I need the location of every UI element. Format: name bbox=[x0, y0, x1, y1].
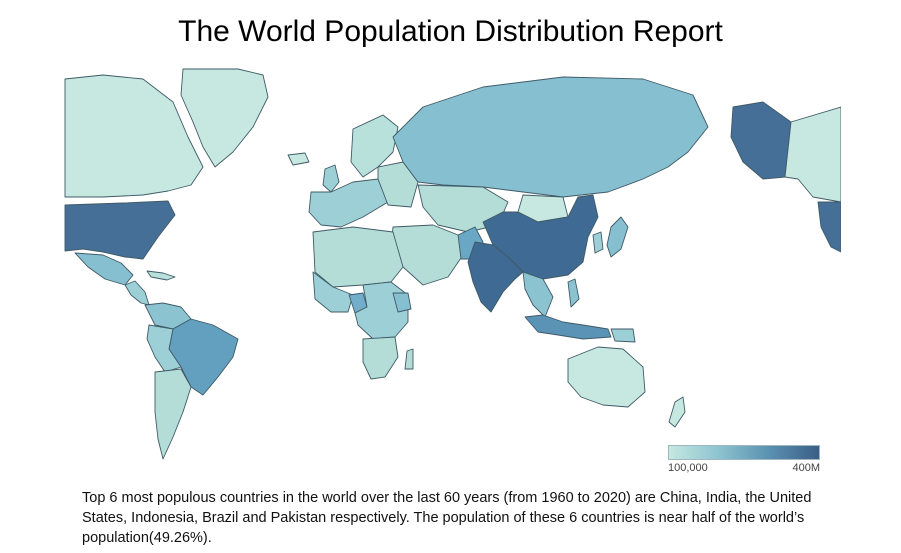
region-southern-cone[interactable] bbox=[154, 368, 192, 460]
region-central-america[interactable] bbox=[124, 280, 150, 306]
country-iceland[interactable] bbox=[287, 152, 310, 166]
page-title: The World Population Distribution Report bbox=[178, 15, 723, 48]
country-papua-new-guinea[interactable] bbox=[610, 328, 636, 343]
region-middle-east[interactable] bbox=[390, 224, 464, 286]
country-indonesia[interactable] bbox=[524, 314, 612, 340]
country-madagascar[interactable] bbox=[404, 348, 414, 370]
country-australia[interactable] bbox=[567, 346, 646, 408]
region-korea[interactable] bbox=[592, 231, 604, 254]
color-legend: 100,000 400M bbox=[668, 445, 820, 479]
region-scandinavia[interactable] bbox=[350, 114, 399, 178]
country-united-kingdom[interactable] bbox=[322, 164, 340, 193]
region-southern-africa[interactable] bbox=[362, 336, 399, 380]
country-russia[interactable] bbox=[392, 76, 709, 198]
legend-min-label: 100,000 bbox=[668, 462, 708, 474]
country-united-states-west[interactable] bbox=[817, 201, 841, 253]
country-mexico[interactable] bbox=[74, 252, 134, 286]
region-southeast-asia[interactable] bbox=[522, 271, 554, 318]
world-map-svg bbox=[64, 68, 841, 460]
country-japan[interactable] bbox=[606, 216, 629, 258]
legend-gradient-bar bbox=[668, 445, 820, 460]
region-western-europe[interactable] bbox=[308, 178, 389, 228]
report-caption: Top 6 most populous countries in the wor… bbox=[82, 490, 812, 546]
legend-max-label: 400M bbox=[792, 462, 820, 474]
country-philippines[interactable] bbox=[567, 278, 580, 308]
country-canada[interactable] bbox=[64, 74, 204, 198]
country-ethiopia[interactable] bbox=[392, 292, 412, 313]
region-caribbean[interactable] bbox=[146, 270, 176, 281]
country-united-states-alaska[interactable] bbox=[730, 101, 792, 180]
region-west-africa[interactable] bbox=[312, 271, 354, 313]
region-north-africa[interactable] bbox=[312, 226, 404, 288]
country-canada-east[interactable] bbox=[784, 106, 841, 203]
country-new-zealand[interactable] bbox=[668, 396, 686, 428]
world-map bbox=[63, 67, 841, 470]
country-india[interactable] bbox=[467, 241, 524, 313]
country-united-states[interactable] bbox=[64, 200, 176, 260]
country-greenland[interactable] bbox=[180, 68, 269, 168]
